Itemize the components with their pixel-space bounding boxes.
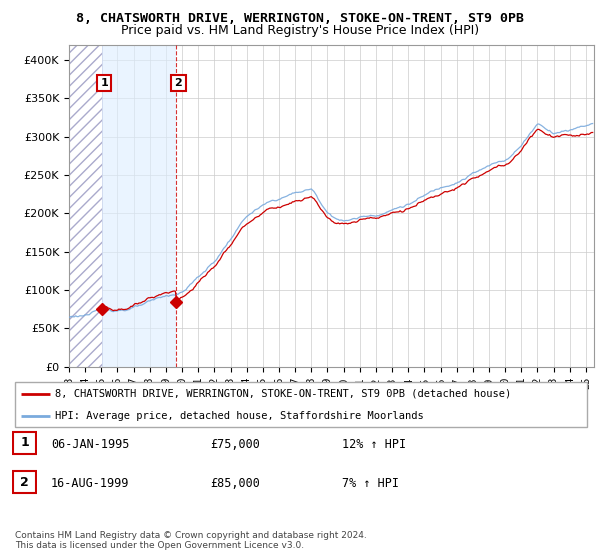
Text: £75,000: £75,000 — [210, 437, 260, 451]
Text: 12% ↑ HPI: 12% ↑ HPI — [342, 437, 406, 451]
Bar — [69, 45, 102, 367]
Bar — [102, 45, 176, 367]
Text: 1: 1 — [20, 436, 29, 450]
FancyBboxPatch shape — [13, 472, 36, 493]
Text: 06-JAN-1995: 06-JAN-1995 — [51, 437, 130, 451]
Text: Contains HM Land Registry data © Crown copyright and database right 2024.
This d: Contains HM Land Registry data © Crown c… — [15, 531, 367, 550]
Text: 16-AUG-1999: 16-AUG-1999 — [51, 477, 130, 490]
Text: 1: 1 — [100, 78, 108, 88]
FancyBboxPatch shape — [13, 432, 36, 454]
Text: 8, CHATSWORTH DRIVE, WERRINGTON, STOKE-ON-TRENT, ST9 0PB: 8, CHATSWORTH DRIVE, WERRINGTON, STOKE-O… — [76, 12, 524, 25]
Text: 8, CHATSWORTH DRIVE, WERRINGTON, STOKE-ON-TRENT, ST9 0PB (detached house): 8, CHATSWORTH DRIVE, WERRINGTON, STOKE-O… — [55, 389, 512, 399]
Text: £85,000: £85,000 — [210, 477, 260, 490]
Text: 2: 2 — [175, 78, 182, 88]
Text: HPI: Average price, detached house, Staffordshire Moorlands: HPI: Average price, detached house, Staf… — [55, 410, 424, 421]
FancyBboxPatch shape — [15, 382, 587, 427]
Text: Price paid vs. HM Land Registry's House Price Index (HPI): Price paid vs. HM Land Registry's House … — [121, 24, 479, 37]
Text: 2: 2 — [20, 475, 29, 489]
Text: 7% ↑ HPI: 7% ↑ HPI — [342, 477, 399, 490]
